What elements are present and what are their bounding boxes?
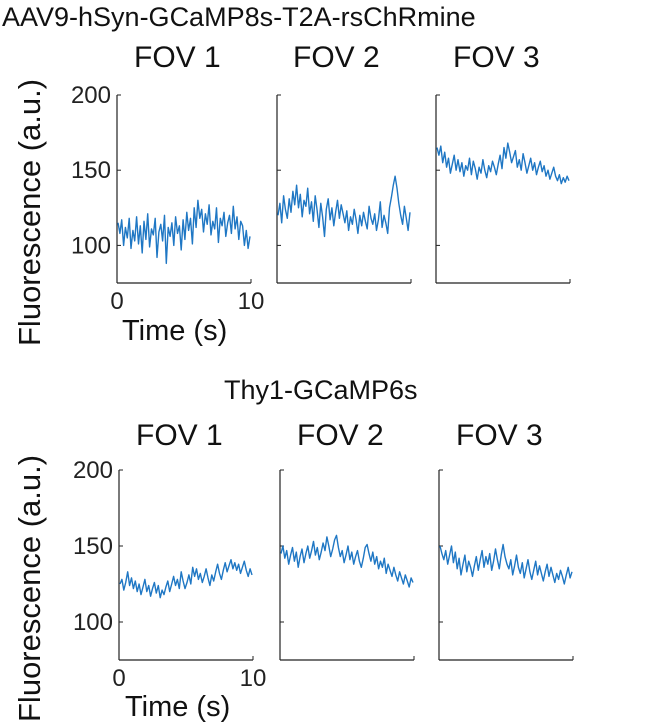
series-line-2-1 xyxy=(119,559,253,599)
group-title-1: AAV9-hSyn-GCaMP8s-T2A-rsChRmine xyxy=(2,2,476,32)
x-tick-label-2-0: 0 xyxy=(112,665,125,692)
series-line-1-2 xyxy=(277,175,411,238)
x-axis-label-2: Time (s) xyxy=(125,691,231,723)
panel-title-2-2: FOV 2 xyxy=(297,419,384,452)
series-line-2-3 xyxy=(439,543,573,585)
x-axis-label-1: Time (s) xyxy=(122,315,228,347)
x-tick-label-1-0: 0 xyxy=(110,288,123,315)
y-tick-label-2-2: 200 xyxy=(73,457,113,484)
y-tick-label-1-2: 200 xyxy=(71,82,111,109)
series-line-2-2 xyxy=(280,534,414,588)
panel-title-2-1: FOV 1 xyxy=(136,419,223,452)
group-title-2: Thy1-GCaMP6s xyxy=(224,375,418,405)
y-tick-label-2-0: 100 xyxy=(73,609,113,636)
panel-title-1-1: FOV 1 xyxy=(134,41,221,74)
panel-title-1-2: FOV 2 xyxy=(293,41,380,74)
series-line-1-3 xyxy=(436,142,570,185)
x-tick-label-2-1: 10 xyxy=(240,665,267,692)
panel-title-2-3: FOV 3 xyxy=(456,419,543,452)
y-tick-label-1-0: 100 xyxy=(71,232,111,259)
series-line-1-1 xyxy=(117,199,251,265)
y-tick-label-2-1: 150 xyxy=(73,533,113,560)
y-tick-label-1-1: 150 xyxy=(71,157,111,184)
x-tick-label-1-1: 10 xyxy=(238,288,265,315)
panel-title-1-3: FOV 3 xyxy=(453,41,540,74)
